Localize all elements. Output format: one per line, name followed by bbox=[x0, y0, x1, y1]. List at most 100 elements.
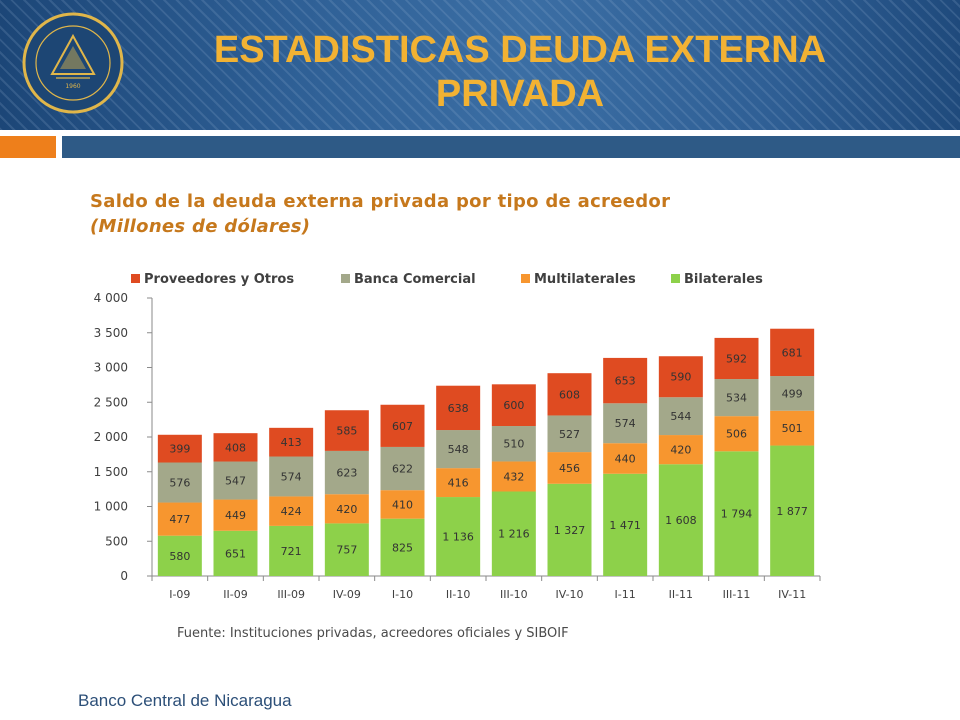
x-tick-label: IV-11 bbox=[778, 588, 806, 601]
footer-institution: Banco Central de Nicaragua bbox=[78, 691, 292, 710]
bar-data-label: 651 bbox=[225, 547, 246, 560]
bar-data-label: 408 bbox=[225, 441, 246, 454]
header-banner: 1960 ESTADISTICAS DEUDA EXTERNA PRIVADA bbox=[0, 0, 960, 130]
x-tick-label: IV-09 bbox=[333, 588, 361, 601]
bar-data-label: 585 bbox=[336, 425, 357, 438]
bar-segment bbox=[603, 403, 648, 444]
bar-segment bbox=[213, 499, 258, 531]
x-tick-label: II-11 bbox=[669, 588, 693, 601]
chart-title: Saldo de la deuda externa privada por ti… bbox=[90, 191, 671, 212]
bar-data-label: 440 bbox=[615, 452, 636, 465]
bar-data-label: 576 bbox=[169, 477, 190, 490]
bar-data-label: 413 bbox=[281, 436, 302, 449]
accent-bar-blue bbox=[62, 136, 960, 158]
bar-segment bbox=[547, 373, 592, 416]
bar-segment bbox=[213, 433, 258, 462]
bar-segment bbox=[380, 446, 425, 491]
bar-data-label: 432 bbox=[503, 470, 524, 483]
bar-data-label: 825 bbox=[392, 541, 413, 554]
y-tick-label: 1 500 bbox=[94, 465, 128, 479]
y-tick-label: 3 500 bbox=[94, 326, 128, 340]
chart-subtitle: (Millones de dólares) bbox=[90, 216, 311, 237]
bar-segment bbox=[436, 497, 481, 576]
bar-segment bbox=[436, 385, 481, 431]
x-tick-label: I-09 bbox=[169, 588, 190, 601]
bar-segment bbox=[714, 379, 759, 417]
bar-segment bbox=[436, 430, 481, 469]
bar-segment bbox=[269, 496, 314, 526]
bar-data-label: 757 bbox=[336, 544, 357, 557]
bar-data-label: 580 bbox=[169, 550, 190, 563]
bar-data-label: 547 bbox=[225, 475, 246, 488]
bar-data-label: 653 bbox=[615, 375, 636, 388]
bar-segment bbox=[380, 404, 425, 447]
bar-segment bbox=[603, 473, 648, 576]
bcn-seal-logo: 1960 bbox=[22, 12, 124, 114]
bar-data-label: 1 327 bbox=[554, 524, 586, 537]
bar-data-label: 721 bbox=[281, 545, 302, 558]
bar-data-label: 410 bbox=[392, 498, 413, 511]
legend-label: Proveedores y Otros bbox=[144, 272, 294, 287]
bar-data-label: 510 bbox=[503, 438, 524, 451]
source-note: Fuente: Instituciones privadas, acreedor… bbox=[177, 626, 569, 641]
bar-data-label: 1 794 bbox=[721, 508, 753, 521]
y-tick-label: 0 bbox=[120, 569, 128, 583]
bar-data-label: 638 bbox=[448, 402, 469, 415]
bar-data-label: 623 bbox=[336, 467, 357, 480]
bar-data-label: 607 bbox=[392, 420, 413, 433]
bar-data-label: 681 bbox=[782, 346, 803, 359]
accent-bar-orange bbox=[0, 136, 56, 158]
bar-segment bbox=[380, 518, 425, 576]
bar-data-label: 399 bbox=[169, 443, 190, 456]
bar-data-label: 456 bbox=[559, 462, 580, 475]
y-tick-label: 3 000 bbox=[94, 361, 128, 375]
bar-segment bbox=[491, 384, 536, 427]
x-tick-label: II-10 bbox=[446, 588, 470, 601]
x-tick-label: III-10 bbox=[500, 588, 528, 601]
seal-year: 1960 bbox=[65, 83, 80, 90]
bar-segment bbox=[436, 468, 481, 498]
bar-data-label: 592 bbox=[726, 352, 747, 365]
bar-data-label: 622 bbox=[392, 463, 413, 476]
bar-data-label: 1 136 bbox=[442, 531, 474, 544]
bar-data-label: 506 bbox=[726, 428, 747, 441]
bar-data-label: 544 bbox=[670, 410, 691, 423]
bar-segment bbox=[770, 328, 815, 377]
bar-segment bbox=[547, 415, 592, 453]
bar-data-label: 501 bbox=[782, 422, 803, 435]
bar-segment bbox=[603, 357, 648, 404]
y-tick-label: 1 000 bbox=[94, 500, 128, 514]
legend-label: Multilaterales bbox=[534, 272, 636, 287]
legend-label: Banca Comercial bbox=[354, 272, 476, 287]
bar-segment bbox=[491, 491, 536, 576]
chart-title-block: Saldo de la deuda externa privada por ti… bbox=[90, 189, 670, 239]
bar-segment bbox=[547, 483, 592, 576]
legend-swatch bbox=[341, 274, 350, 283]
y-tick-label: 4 000 bbox=[94, 291, 128, 305]
bar-data-label: 449 bbox=[225, 509, 246, 522]
page-title: ESTADISTICAS DEUDA EXTERNA PRIVADA bbox=[140, 28, 900, 116]
bar-segment bbox=[269, 427, 314, 457]
bar-segment bbox=[714, 416, 759, 452]
bar-data-label: 477 bbox=[169, 513, 190, 526]
bar-data-label: 527 bbox=[559, 428, 580, 441]
bar-segment bbox=[324, 523, 369, 576]
bar-segment bbox=[658, 397, 703, 436]
bar-segment bbox=[658, 464, 703, 576]
bar-segment bbox=[269, 525, 314, 576]
bar-segment bbox=[658, 356, 703, 398]
bar-data-label: 574 bbox=[615, 417, 636, 430]
bar-segment bbox=[770, 445, 815, 576]
x-tick-label: III-11 bbox=[723, 588, 751, 601]
bar-segment bbox=[157, 434, 202, 463]
y-tick-label: 2 500 bbox=[94, 395, 128, 409]
bar-data-label: 1 877 bbox=[776, 505, 808, 518]
x-tick-label: III-09 bbox=[277, 588, 305, 601]
bar-data-label: 590 bbox=[670, 371, 691, 384]
bar-segment bbox=[324, 410, 369, 451]
bar-segment bbox=[603, 443, 648, 474]
y-tick-label: 500 bbox=[105, 534, 128, 548]
bar-segment bbox=[157, 502, 202, 536]
bar-data-label: 420 bbox=[336, 503, 357, 516]
bar-segment bbox=[213, 461, 258, 500]
